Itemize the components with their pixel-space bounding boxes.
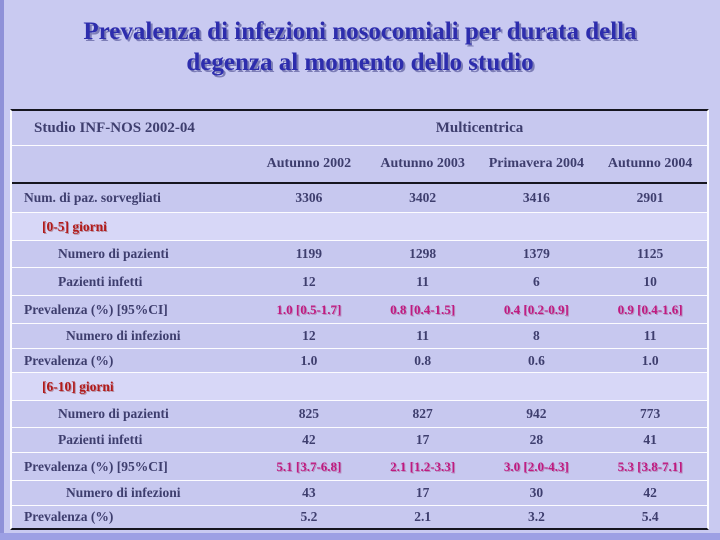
cell-value: 1199: [295, 246, 322, 261]
column-header: Autunno 2003: [380, 156, 465, 171]
cell-value: 773: [640, 406, 661, 421]
section-row-0-5-days: [0-5] giorni: [12, 212, 707, 240]
row-label: Pazienti infetti: [58, 432, 143, 447]
cell-value: 28: [529, 432, 544, 447]
cell-value: 17: [415, 432, 430, 447]
cell-value: 1.0: [641, 352, 659, 368]
row-label: Prevalenza (%): [24, 509, 114, 524]
table-row-prevalence-ci: Prevalenza (%) [95%CI] 1.0 [0.5-1.7] 0.8…: [12, 295, 707, 323]
cell-value: 5.4: [641, 509, 659, 524]
cell-value: 30: [529, 485, 544, 500]
cell-value: 827: [412, 406, 433, 421]
column-header: Autunno 2002: [266, 156, 352, 171]
table-row-infected-patients: Pazienti infetti 42 17 28 41: [12, 427, 707, 452]
slide-title-line2: degenza al momento dello studio: [186, 49, 534, 76]
row-label: Prevalenza (%): [24, 352, 114, 368]
row-label: Prevalenza (%) [95%CI]: [24, 301, 168, 317]
cell-value: 1.0: [300, 352, 318, 368]
table-row-num-infections: Numero di infezioni 43 17 30 42: [12, 480, 707, 505]
cell-value: 41: [643, 432, 657, 447]
slide-title-line1: Prevalenza di infezioni nosocomiali per …: [83, 18, 637, 45]
cell-value: 0.8: [414, 352, 432, 368]
cell-value: 2901: [636, 190, 664, 205]
row-label: Numero di pazienti: [58, 246, 169, 261]
cell-value: 11: [416, 273, 429, 289]
section-label: [0-5] giorni: [42, 218, 107, 234]
cell-value: 3402: [409, 190, 437, 205]
prevalence-table: Studio INF-NOS 2002-04 Multicentrica Aut…: [10, 109, 709, 530]
study-label: Studio INF-NOS 2002-04: [34, 119, 195, 136]
row-label: Numero di infezioni: [66, 485, 181, 500]
row-label: Num. di paz. sorvegliati: [24, 190, 161, 205]
cell-value: 1298: [409, 246, 437, 261]
cell-value: 0.6: [527, 352, 545, 368]
cell-value: 5.2: [300, 509, 318, 524]
table-row-infected-patients: Pazienti infetti 12 11 6 10: [12, 267, 707, 295]
cell-value: 5.1 [3.7-6.8]: [276, 458, 342, 474]
table-row-patients-surveilled: Num. di paz. sorvegliati 3306 3402 3416 …: [12, 184, 707, 212]
cell-value: 8: [533, 328, 540, 343]
column-header: Primavera 2004: [488, 156, 584, 171]
cell-value: 3.0 [2.0-4.3]: [503, 458, 569, 474]
section-row-6-10-days: [6-10] giorni: [12, 372, 707, 400]
slide-left-edge: [0, 0, 4, 540]
cell-value: 42: [302, 432, 316, 447]
cell-value: 17: [415, 485, 430, 500]
row-label: Numero di infezioni: [66, 328, 181, 343]
row-label: Prevalenza (%) [95%CI]: [24, 458, 168, 474]
cell-value: 2.1: [414, 509, 432, 524]
cell-value: 1.0 [0.5-1.7]: [276, 301, 342, 317]
slide-title: Prevalenza di infezioni nosocomiali per …: [20, 16, 700, 78]
table-row-prevalence: Prevalenza (%) 1.0 0.8 0.6 1.0: [12, 348, 707, 372]
cell-value: 1125: [636, 246, 664, 261]
table-row-num-infections: Numero di infezioni 12 11 8 11: [12, 323, 707, 348]
table-row-num-patients: Numero di pazienti 825 827 942 773: [12, 400, 707, 427]
cell-value: 43: [302, 485, 316, 500]
cell-value: 10: [643, 273, 657, 289]
slide-bottom-edge: [0, 533, 720, 540]
column-header: Autunno 2004: [607, 156, 693, 171]
network-label: Multicentrica: [435, 119, 524, 136]
cell-value: 6: [533, 273, 540, 289]
table-header-row: Studio INF-NOS 2002-04 Multicentrica: [12, 111, 707, 145]
table-row-num-patients: Numero di pazienti 1199 1298 1379 1125: [12, 240, 707, 267]
cell-value: 825: [298, 406, 319, 421]
cell-value: 0.4 [0.2-0.9]: [503, 301, 569, 317]
row-label: Numero di pazienti: [58, 406, 169, 421]
cell-value: 3416: [522, 190, 550, 205]
table-row-prevalence: Prevalenza (%) 5.2 2.1 3.2 5.4: [12, 505, 707, 528]
column-header-row: Autunno 2002 Autunno 2003 Primavera 2004…: [12, 145, 707, 184]
cell-value: 0.8 [0.4-1.5]: [390, 301, 456, 317]
cell-value: 2.1 [1.2-3.3]: [390, 458, 456, 474]
cell-value: 942: [526, 406, 547, 421]
table-row-prevalence-ci: Prevalenza (%) [95%CI] 5.1 [3.7-6.8] 2.1…: [12, 452, 707, 480]
cell-value: 12: [302, 273, 316, 289]
cell-value: 42: [643, 485, 657, 500]
cell-value: 1379: [522, 246, 550, 261]
cell-value: 3.2: [527, 509, 545, 524]
cell-value: 0.9 [0.4-1.6]: [617, 301, 683, 317]
cell-value: 11: [416, 328, 429, 343]
cell-value: 12: [302, 328, 316, 343]
row-label: Pazienti infetti: [58, 273, 143, 289]
cell-value: 11: [643, 328, 657, 343]
section-label: [6-10] giorni: [42, 378, 114, 394]
cell-value: 5.3 [3.8-7.1]: [617, 458, 683, 474]
cell-value: 3306: [295, 190, 323, 205]
